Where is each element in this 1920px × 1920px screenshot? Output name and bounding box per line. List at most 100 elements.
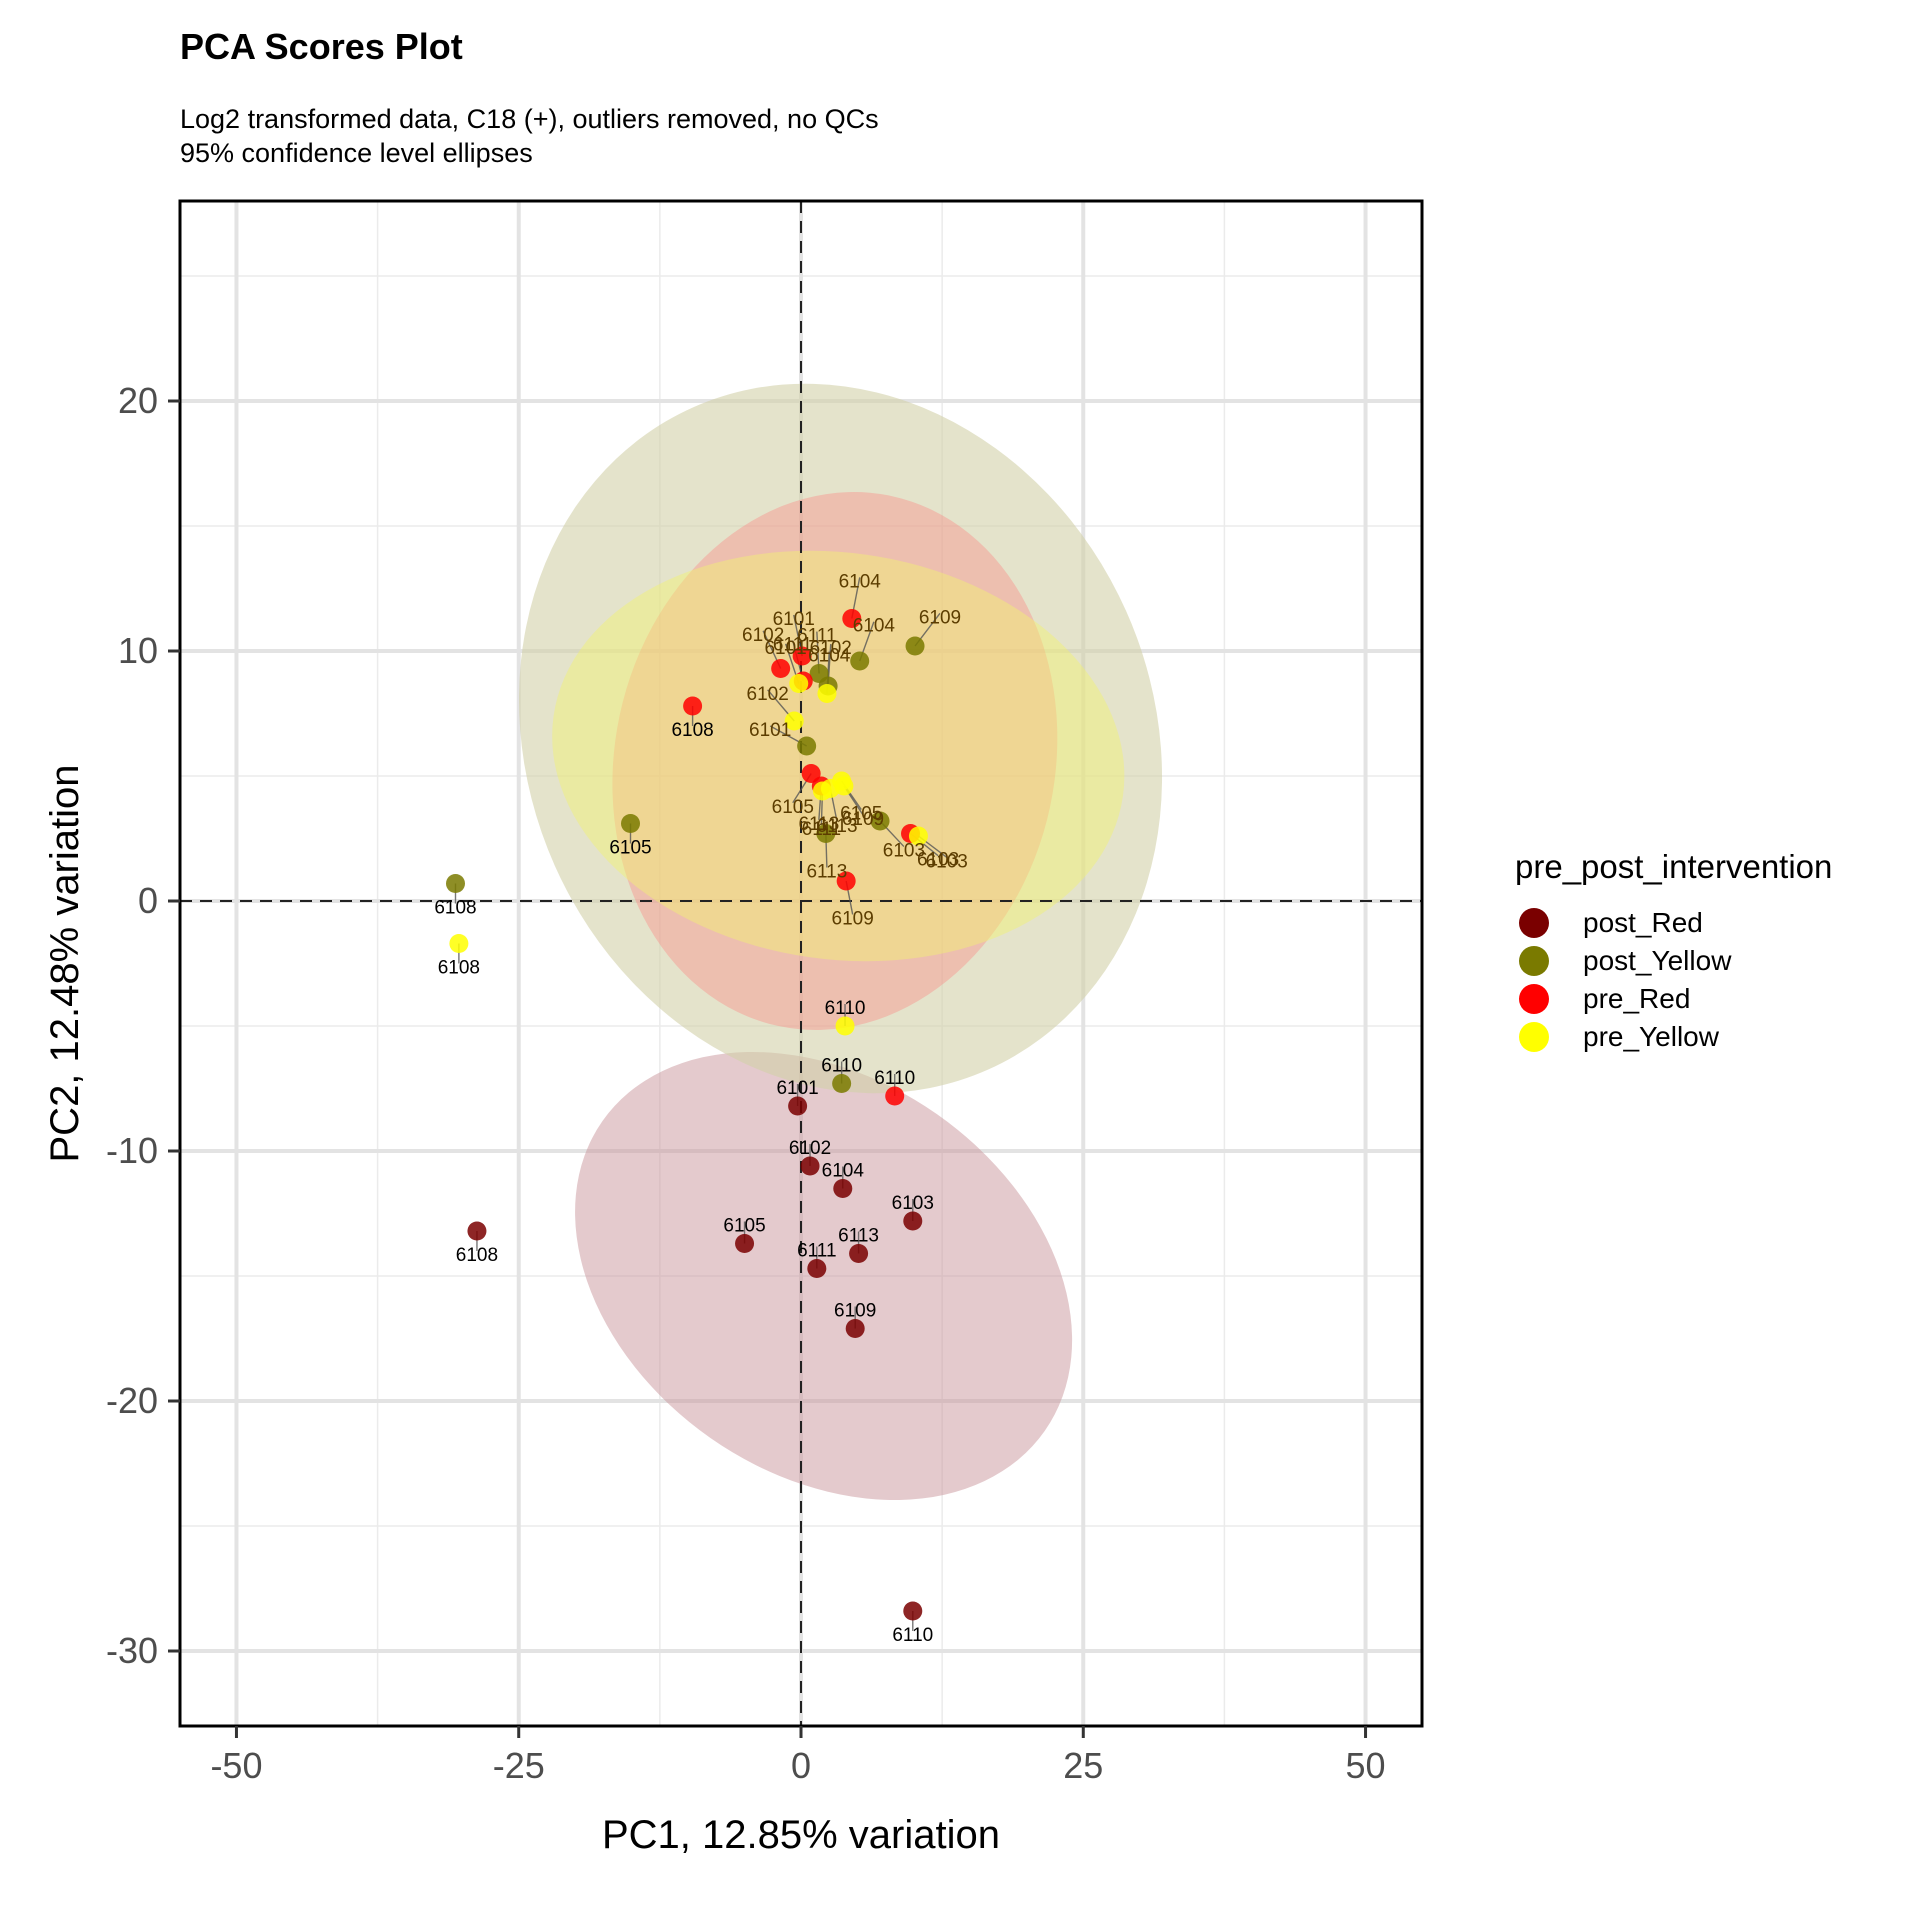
label-post_Red-6109: 6109 xyxy=(834,1301,876,1322)
confidence-ellipse-pre_Red xyxy=(612,492,1058,1030)
y-tick-label: 0 xyxy=(138,880,158,921)
point-pre_Red-6108 xyxy=(683,696,703,716)
point-pre_Yellow-6108 xyxy=(449,934,469,953)
point-post_Yellow-6113 xyxy=(816,824,836,843)
label-pre_Yellow-6113: 6113 xyxy=(817,816,858,837)
legend: pre_post_intervention post_Red post_Yello… xyxy=(1515,848,1832,1056)
label-post_Red-6108: 6108 xyxy=(456,1245,498,1266)
legend-key-post_Red xyxy=(1519,908,1549,938)
label-post_Red-6101: 6101 xyxy=(776,1078,818,1099)
point-label-layer: 6101610261036104610561086109611061116113… xyxy=(434,571,968,1646)
label-pre_Red-6110: 6110 xyxy=(874,1068,915,1089)
label-pre_Yellow-6109: 6109 xyxy=(842,809,884,830)
point-post_Red-6105 xyxy=(735,1234,755,1253)
label-post_Yellow-6104: 6104 xyxy=(853,616,896,637)
legend-items: post_Red post_Yellow pre_Red pre_Yellow xyxy=(1515,904,1832,1056)
subtitle-line-1: Log2 transformed data, C18 (+), outliers… xyxy=(180,104,879,134)
label-pre_Yellow-6104: 6104 xyxy=(808,646,851,667)
point-post_Red-6113 xyxy=(849,1244,869,1263)
x-tick-label: 50 xyxy=(1346,1745,1386,1786)
point-post_Yellow-6111 xyxy=(809,664,829,683)
legend-item-post_Yellow: post_Yellow xyxy=(1515,942,1832,980)
axis-layer: -50 -25 0 25 50 -30 -20 -10 0 10 20 xyxy=(106,380,1386,1786)
label-post_Red-6103: 6103 xyxy=(892,1193,934,1214)
x-tick-label: 25 xyxy=(1063,1745,1103,1786)
x-axis-title: PC1, 12.85% variation xyxy=(602,1813,1000,1857)
label-post_Yellow-6110: 6110 xyxy=(821,1056,862,1077)
point-pre_Yellow-6102 xyxy=(784,711,804,731)
label-post_Yellow-6101: 6101 xyxy=(749,720,791,741)
point-pre_Yellow-6101 xyxy=(789,674,809,693)
label-pre_Yellow-6103: 6103 xyxy=(926,851,968,872)
label-post_Red-6105: 6105 xyxy=(723,1216,765,1237)
point-post_Red-6110 xyxy=(903,1601,923,1621)
label-post_Red-6110: 6110 xyxy=(892,1625,933,1646)
legend-item-pre_Yellow: pre_Yellow xyxy=(1515,1018,1832,1056)
label-pre_Red-6102: 6102 xyxy=(742,625,784,646)
label-pre_Red-6104: 6104 xyxy=(839,571,882,592)
legend-title: pre_post_intervention xyxy=(1515,848,1833,885)
point-pre_Red-6102 xyxy=(771,659,791,678)
label-post_Yellow-6102: 6102 xyxy=(810,638,852,659)
point-pre_Red-6101 xyxy=(792,646,812,666)
confidence-ellipse-post_Red xyxy=(575,1051,1073,1501)
x-tick-label: -50 xyxy=(210,1745,262,1786)
legend-label: pre_Yellow xyxy=(1583,1021,1719,1052)
confidence-ellipse-post_Yellow xyxy=(518,383,1163,1094)
legend-key-pre_Yellow xyxy=(1519,1022,1549,1052)
label-post_Red-6102: 6102 xyxy=(789,1138,831,1159)
label-pre_Yellow-6105: 6105 xyxy=(840,804,882,825)
y-tick-label: 10 xyxy=(118,630,158,671)
point-post_Yellow-6109 xyxy=(905,636,925,656)
legend-key-pre_Red xyxy=(1519,984,1549,1014)
label-post_Yellow-6113: 6113 xyxy=(806,861,847,882)
point-post_Red-6101 xyxy=(788,1096,808,1116)
y-tick-label: -30 xyxy=(106,1630,158,1671)
label-pre_Red-6108: 6108 xyxy=(671,720,713,741)
reference-lines xyxy=(180,201,1422,1726)
y-tick-label: 20 xyxy=(118,380,158,421)
chart-subtitle: Log2 transformed data, C18 (+), outliers… xyxy=(180,102,879,170)
legend-label: post_Yellow xyxy=(1583,945,1732,976)
label-pre_Red-6103: 6103 xyxy=(917,850,959,871)
label-post_Red-6111: 6111 xyxy=(797,1241,836,1262)
confidence-ellipse-pre_Yellow xyxy=(552,550,1125,962)
point-post_Red-6102 xyxy=(800,1156,820,1176)
label-post_Red-6104: 6104 xyxy=(822,1161,865,1182)
label-pre_Red-6101: 6101 xyxy=(773,609,815,630)
point-post_Yellow-6101 xyxy=(797,736,817,756)
ellipse-layer xyxy=(518,383,1163,1501)
point-pre_Yellow-6113 xyxy=(820,779,840,798)
point-pre_Red-6109 xyxy=(836,871,856,891)
label-post_Yellow-6108: 6108 xyxy=(434,898,476,919)
label-post_Yellow-6103: 6103 xyxy=(883,841,925,862)
point-post_Red-6104 xyxy=(833,1179,853,1198)
label-pre_Yellow-6111: 6111 xyxy=(802,819,841,840)
label-pre_Yellow-6110: 6110 xyxy=(825,998,866,1019)
y-tick-label: -20 xyxy=(106,1380,158,1421)
point-post_Yellow-6103 xyxy=(870,811,890,831)
label-pre_Yellow-6108: 6108 xyxy=(438,958,480,979)
legend-item-post_Red: post_Red xyxy=(1515,904,1832,942)
legend-label: pre_Red xyxy=(1583,983,1691,1014)
chart-title: PCA Scores Plot xyxy=(180,26,463,67)
label-pre_Yellow-6102: 6102 xyxy=(747,684,789,705)
label-pre_Yellow-6101: 6101 xyxy=(764,638,806,659)
label-post_Yellow-6105: 6105 xyxy=(609,838,651,859)
legend-item-pre_Red: pre_Red xyxy=(1515,980,1832,1018)
point-post_Yellow-6104 xyxy=(850,651,870,671)
point-post_Yellow-6105 xyxy=(621,814,641,833)
label-post_Red-6113: 6113 xyxy=(838,1226,879,1247)
legend-label: post_Red xyxy=(1583,907,1703,938)
label-post_Yellow-6111: 6111 xyxy=(797,626,836,647)
point-pre_Yellow-6110 xyxy=(835,1016,855,1036)
legend-key-post_Yellow xyxy=(1519,946,1549,976)
point-layer xyxy=(445,609,928,1621)
point-post_Yellow-6110 xyxy=(832,1074,852,1093)
y-axis-title: PC2, 12.48% variation xyxy=(43,764,87,1162)
y-tick-label: -10 xyxy=(106,1130,158,1171)
point-post_Red-6111 xyxy=(807,1259,827,1278)
point-post_Red-6103 xyxy=(903,1211,923,1231)
point-post_Red-6108 xyxy=(467,1221,487,1241)
